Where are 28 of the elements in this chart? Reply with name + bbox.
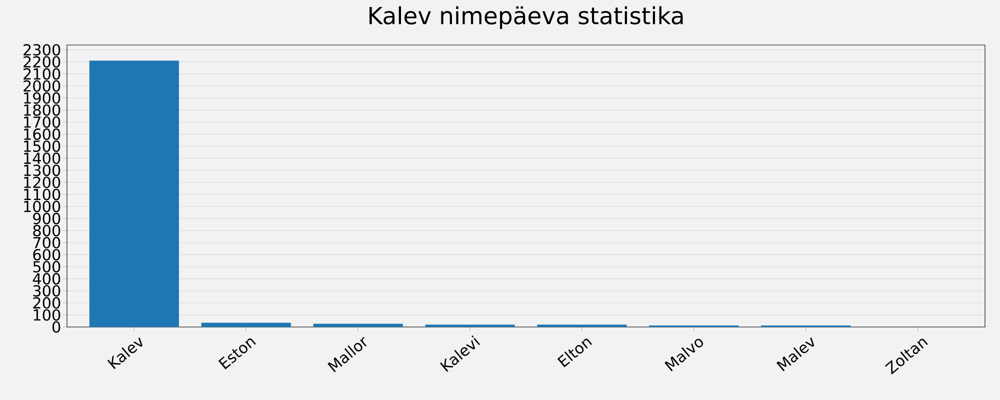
y-tick-label: 2200 xyxy=(24,56,60,68)
y-tick-label: 1000 xyxy=(24,200,60,212)
chart-title: Kalev nimepäeva statistika xyxy=(370,6,683,30)
y-tick-label: 1200 xyxy=(24,176,60,188)
y-tick-label: 1800 xyxy=(24,104,60,116)
y-tick-label: 300 xyxy=(33,285,60,297)
y-tick-label: 400 xyxy=(32,273,60,285)
y-tick-label: 1600 xyxy=(24,128,60,140)
y-tick-label: 0 xyxy=(52,321,60,333)
y-tick-label: 100 xyxy=(34,309,60,321)
y-tick-label: 2300 xyxy=(24,44,60,56)
y-tick-label: 1500 xyxy=(24,140,60,152)
y-tick-label: 2100 xyxy=(24,68,60,80)
y-tick-label: 700 xyxy=(33,236,60,248)
y-tick-label: 1400 xyxy=(24,152,60,164)
y-tick-label: 600 xyxy=(33,248,60,260)
y-tick-label: 800 xyxy=(33,224,60,236)
y-tick-label: 500 xyxy=(33,261,60,272)
y-tick-label: 1700 xyxy=(24,116,60,128)
y-tick-label: 900 xyxy=(33,212,60,224)
y-tick-label: 1900 xyxy=(24,92,60,104)
y-tick-label: 1300 xyxy=(24,164,60,176)
y-tick-label: 1100 xyxy=(24,188,60,200)
y-tick-label: 2000 xyxy=(24,80,60,92)
bar xyxy=(201,322,291,327)
y-tick-label: 200 xyxy=(33,297,60,309)
bar xyxy=(89,60,179,327)
bar xyxy=(313,324,403,327)
